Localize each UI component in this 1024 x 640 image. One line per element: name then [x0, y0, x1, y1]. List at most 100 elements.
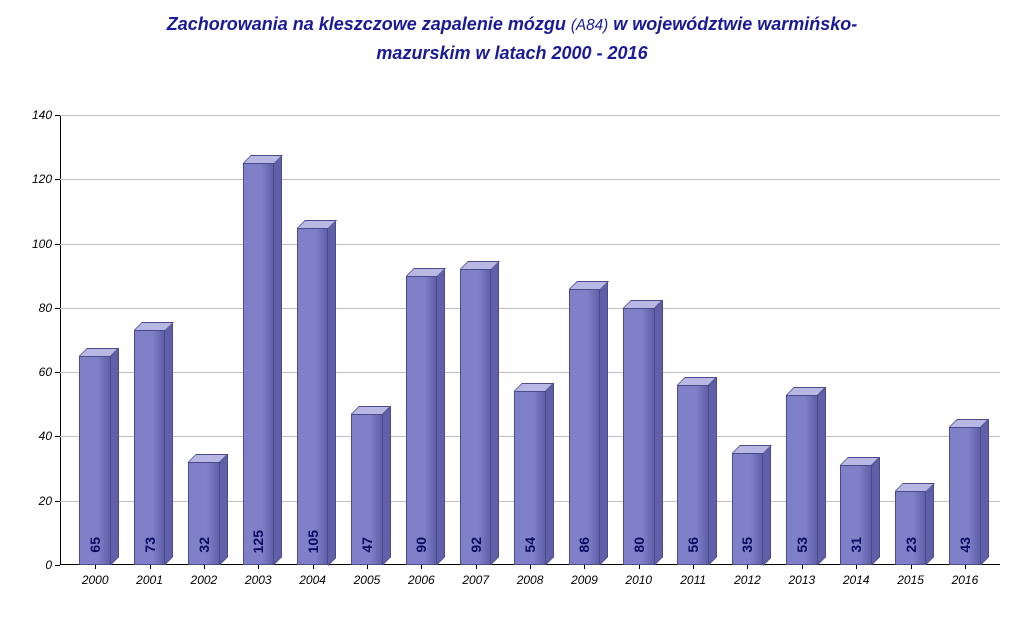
bar: 53 — [786, 395, 818, 565]
bar-value-label: 86 — [576, 537, 592, 553]
y-tick-mark — [55, 115, 60, 116]
bar-value-label: 31 — [848, 537, 864, 553]
y-tick-mark — [55, 565, 60, 566]
bar: 73 — [134, 330, 166, 565]
bar-side — [655, 300, 663, 565]
y-tick-mark — [55, 436, 60, 437]
bar-slot: 352012 — [720, 115, 774, 565]
bar-value-label: 56 — [685, 537, 701, 553]
bar: 125 — [243, 163, 275, 565]
y-tick-mark — [55, 308, 60, 309]
bar-front — [569, 289, 601, 565]
x-tick-mark — [747, 565, 748, 569]
bar-front — [297, 228, 329, 566]
x-tick-mark — [95, 565, 96, 569]
bar-side — [274, 155, 282, 565]
chart-container: Zachorowania na kleszczowe zapalenie móz… — [0, 0, 1024, 640]
bar-side — [818, 387, 826, 565]
bar-slot: 312014 — [829, 115, 883, 565]
bar: 65 — [79, 356, 111, 565]
bar-value-label: 92 — [468, 537, 484, 553]
x-tick-mark — [476, 565, 477, 569]
bar-value-label: 53 — [794, 537, 810, 553]
title-line2: mazurskim w latach 2000 - 2016 — [376, 43, 647, 63]
bar-slot: 902006 — [394, 115, 448, 565]
bar: 86 — [569, 289, 601, 565]
x-tick-mark — [150, 565, 151, 569]
bar-value-label: 54 — [522, 537, 538, 553]
title-code: (A84) — [571, 17, 608, 34]
x-tick-mark — [421, 565, 422, 569]
bar-side — [600, 281, 608, 565]
bar-value-label: 65 — [87, 537, 103, 553]
bar-slot: 1052004 — [285, 115, 339, 565]
bar-side — [383, 406, 391, 565]
x-tick-mark — [911, 565, 912, 569]
bar-side — [709, 377, 717, 565]
bar-front — [243, 163, 275, 565]
bar-side — [926, 483, 934, 565]
bar: 47 — [351, 414, 383, 565]
bar-value-label: 47 — [359, 537, 375, 553]
x-tick-mark — [856, 565, 857, 569]
bar-front — [79, 356, 111, 565]
bar-slot: 322002 — [177, 115, 231, 565]
bar-slot: 542008 — [503, 115, 557, 565]
x-tick-mark — [367, 565, 368, 569]
bar-slot: 472005 — [340, 115, 394, 565]
x-tick-mark — [693, 565, 694, 569]
x-tick-mark — [530, 565, 531, 569]
bar-side — [491, 261, 499, 565]
x-tick-mark — [313, 565, 314, 569]
x-tick-mark — [639, 565, 640, 569]
bar-front — [895, 491, 927, 565]
bar-slot: 232015 — [883, 115, 937, 565]
bar: 35 — [732, 453, 764, 566]
bar-front — [134, 330, 166, 565]
bar-value-label: 80 — [631, 537, 647, 553]
bar-slot: 532013 — [775, 115, 829, 565]
y-tick-mark — [55, 244, 60, 245]
bar-slot: 802010 — [612, 115, 666, 565]
bar-side — [328, 220, 336, 566]
bar-slot: 562011 — [666, 115, 720, 565]
bar-side — [165, 322, 173, 565]
x-tick-mark — [965, 565, 966, 569]
y-tick-mark — [55, 501, 60, 502]
bar-slot: 432016 — [938, 115, 992, 565]
x-tick-mark — [802, 565, 803, 569]
bar-slot: 652000 — [68, 115, 122, 565]
bar: 80 — [623, 308, 655, 565]
bar: 56 — [677, 385, 709, 565]
bar-value-label: 23 — [903, 537, 919, 553]
bar: 105 — [297, 228, 329, 566]
title-part-a: Zachorowania na kleszczowe zapalenie móz… — [167, 14, 571, 34]
x-tick-mark — [258, 565, 259, 569]
bar-side — [763, 445, 771, 566]
x-tick-mark — [204, 565, 205, 569]
bar: 54 — [514, 391, 546, 565]
bar-side — [981, 419, 989, 565]
bar-slot: 862009 — [557, 115, 611, 565]
bar: 32 — [188, 462, 220, 565]
bar-side — [437, 268, 445, 565]
bar-value-label: 125 — [250, 530, 266, 553]
bar: 23 — [895, 491, 927, 565]
title-part-b: w województwie warmińsko- — [608, 14, 857, 34]
plot-area: 6520007320013220021252003105200447200590… — [60, 115, 1000, 565]
x-tick-mark — [584, 565, 585, 569]
bar-side — [111, 348, 119, 565]
bar-value-label: 105 — [305, 530, 321, 553]
bar: 31 — [840, 465, 872, 565]
bar-front — [623, 308, 655, 565]
bar: 90 — [406, 276, 438, 565]
bar-value-label: 43 — [957, 537, 973, 553]
bar-side — [220, 454, 228, 565]
bars-group: 6520007320013220021252003105200447200590… — [60, 115, 1000, 565]
chart-title: Zachorowania na kleszczowe zapalenie móz… — [0, 0, 1024, 68]
bar-value-label: 35 — [739, 537, 755, 553]
bar-value-label: 90 — [413, 537, 429, 553]
bar-front — [460, 269, 492, 565]
bar-value-label: 32 — [196, 537, 212, 553]
bar-value-label: 73 — [142, 537, 158, 553]
